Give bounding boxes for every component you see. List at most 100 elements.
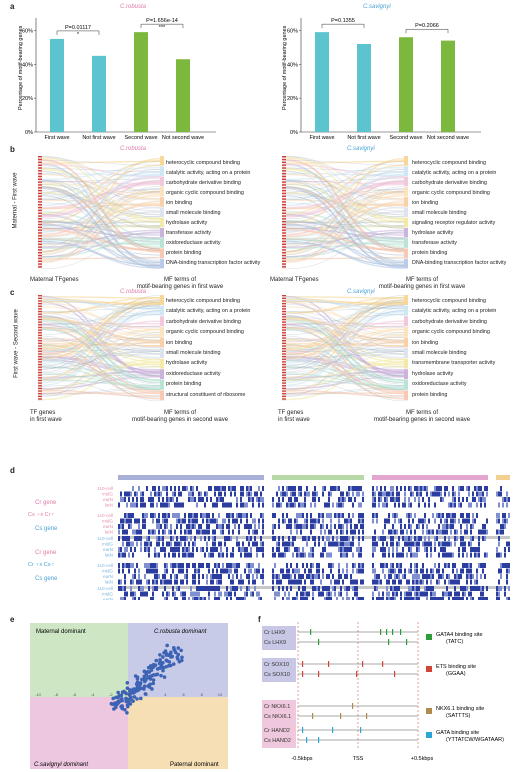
- heatmap-cell: [508, 597, 510, 600]
- heatmap-cell: [500, 568, 502, 574]
- heatmap-cell: [134, 568, 136, 574]
- heatmap-cell: [144, 541, 146, 547]
- heatmap-cell: [232, 586, 234, 591]
- tf-node: [38, 172, 42, 175]
- heatmap-cell: [436, 491, 438, 497]
- heatmap-cell: [508, 547, 510, 552]
- heatmap-cell: [246, 513, 248, 518]
- heatmap-cell: [434, 547, 436, 552]
- term-node: [160, 379, 164, 390]
- heatmap-cell: [472, 597, 474, 600]
- heatmap-cell: [202, 497, 204, 502]
- heatmap-cell: [302, 574, 304, 579]
- scatter-point: [151, 681, 156, 686]
- heatmap-cell: [374, 579, 376, 585]
- heatmap-cell: [196, 518, 198, 524]
- heatmap-cell: [216, 547, 218, 552]
- heatmap-cell: [188, 597, 190, 600]
- flow-link: [285, 342, 405, 347]
- heatmap-cell: [134, 597, 136, 600]
- heatmap-cell: [308, 552, 310, 558]
- tf-node: [38, 212, 42, 214]
- heatmap-cell: [328, 513, 330, 518]
- heatmap-cell: [152, 586, 154, 591]
- heatmap-cell: [206, 518, 208, 524]
- x-tick-label: First wave: [309, 135, 334, 140]
- heatmap-cell: [432, 568, 434, 574]
- heatmap-cell: [506, 568, 508, 574]
- heatmap-row-label: midG: [102, 592, 113, 597]
- heatmap-cell: [254, 579, 256, 585]
- heatmap-cell: [430, 574, 432, 579]
- heatmap-cell: [438, 568, 440, 574]
- tf-node: [282, 235, 286, 237]
- heatmap-cell: [384, 486, 386, 491]
- term-node: [160, 176, 164, 187]
- heatmap-cell: [328, 491, 330, 497]
- heatmap-cell: [238, 547, 240, 552]
- heatmap-cell: [380, 563, 382, 568]
- heatmap-cell: [434, 597, 436, 600]
- flow-link: [41, 329, 161, 385]
- heatmap-row-label: midG: [102, 492, 113, 497]
- heatmap-cell: [290, 502, 292, 508]
- mf-term-label: protein binding: [412, 391, 448, 398]
- heatmap-cell: [140, 502, 142, 508]
- heatmap-cell: [286, 597, 288, 600]
- heatmap-cell: [372, 597, 374, 600]
- heatmap-cell: [246, 591, 248, 597]
- heatmap-cell: [408, 536, 410, 541]
- cs-gene-label-1: Cs gene: [35, 526, 58, 532]
- heatmap-cell: [160, 579, 162, 585]
- heatmap-cell: [348, 497, 350, 502]
- tf-node: [38, 318, 42, 321]
- heatmap-cell: [160, 491, 162, 497]
- heatmap-cell: [242, 502, 244, 508]
- heatmap-cell: [164, 552, 166, 558]
- heatmap-cell: [352, 491, 354, 497]
- heatmap-cell: [302, 597, 304, 600]
- sankey-b-title-right: C.savignyi: [347, 146, 375, 152]
- heatmap-cell: [238, 529, 240, 535]
- heatmap-cell: [258, 497, 260, 502]
- heatmap-cell: [382, 491, 384, 497]
- heatmap-cell: [468, 491, 470, 497]
- heatmap-cell: [202, 574, 204, 579]
- heatmap-cell: [460, 536, 462, 541]
- scatter-point: [175, 655, 180, 660]
- heatmap-cell: [410, 597, 412, 600]
- heatmap-cell: [244, 513, 246, 518]
- heatmap-cell: [136, 579, 138, 585]
- heatmap-cell: [450, 591, 452, 597]
- heatmap-cell: [170, 524, 172, 529]
- heatmap-cell: [162, 579, 164, 585]
- heatmap-cell: [322, 524, 324, 529]
- heatmap-cell: [424, 541, 426, 547]
- flow-link: [285, 184, 405, 212]
- heatmap-cell: [344, 574, 346, 579]
- binding-site-mark: [400, 629, 402, 635]
- heatmap-cell: [308, 568, 310, 574]
- heatmap-cell: [172, 513, 174, 518]
- heatmap-cell: [206, 579, 208, 585]
- heatmap-row-label: midG: [102, 569, 113, 574]
- heatmap-cell: [442, 591, 444, 597]
- tf-node: [38, 300, 42, 302]
- heatmap-cell: [198, 497, 200, 502]
- heatmap-cell: [216, 486, 218, 491]
- heatmap-cell: [468, 486, 470, 491]
- heatmap-cell: [200, 536, 202, 541]
- heatmap-cell: [162, 497, 164, 502]
- heatmap-cell: [440, 513, 442, 518]
- heatmap-cell: [136, 529, 138, 535]
- heatmap-cell: [162, 502, 164, 508]
- heatmap-cell: [246, 586, 248, 591]
- heatmap-cell: [282, 568, 284, 574]
- heatmap-cell: [170, 574, 172, 579]
- heatmap-cell: [226, 536, 228, 541]
- heatmap-cell: [122, 518, 124, 524]
- heatmap-cell: [256, 547, 258, 552]
- heatmap-cell: [482, 597, 484, 600]
- heatmap-cell: [374, 541, 376, 547]
- mf-term-label: hydrolase activity: [166, 360, 208, 367]
